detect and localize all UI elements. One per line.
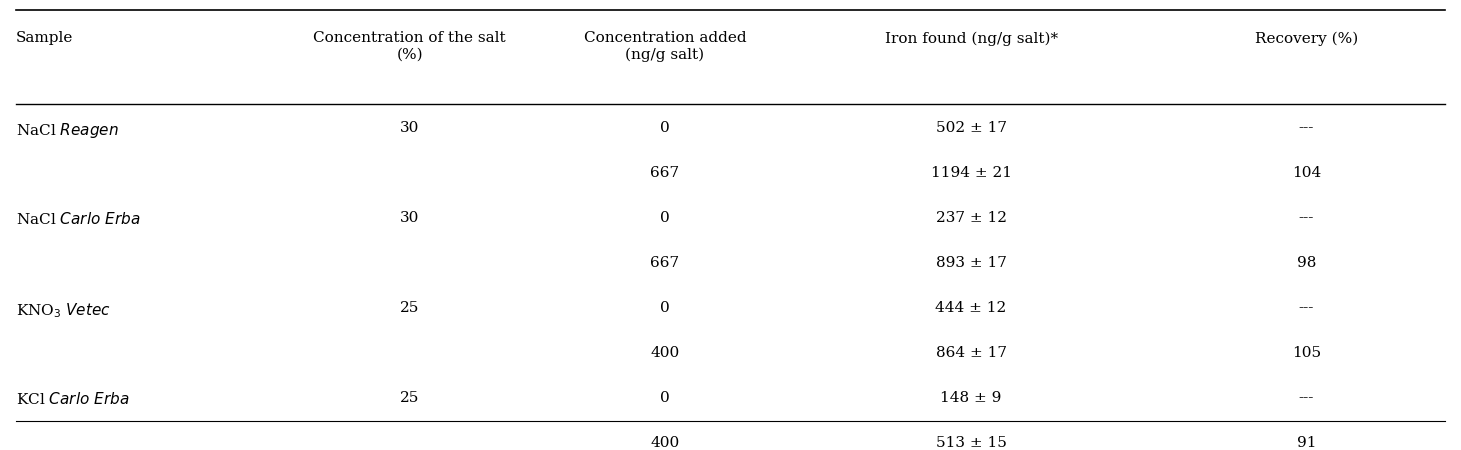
Text: 30: 30 xyxy=(400,211,419,225)
Text: 0: 0 xyxy=(660,211,669,225)
Text: Recovery (%): Recovery (%) xyxy=(1255,32,1359,46)
Text: 502 ± 17: 502 ± 17 xyxy=(935,121,1007,135)
Text: KCl $\mathit{Carlo\ Erba}$: KCl $\mathit{Carlo\ Erba}$ xyxy=(16,391,130,407)
Text: ---: --- xyxy=(1299,121,1315,135)
Text: Concentration of the salt
(%): Concentration of the salt (%) xyxy=(313,32,506,62)
Text: Sample: Sample xyxy=(16,32,73,45)
Text: 104: 104 xyxy=(1292,166,1321,180)
Text: 91: 91 xyxy=(1297,436,1316,450)
Text: 667: 667 xyxy=(650,166,679,180)
Text: 400: 400 xyxy=(650,436,679,450)
Text: 864 ± 17: 864 ± 17 xyxy=(935,346,1007,360)
Text: 0: 0 xyxy=(660,391,669,405)
Text: Iron found (ng/g salt)*: Iron found (ng/g salt)* xyxy=(884,32,1058,46)
Text: 893 ± 17: 893 ± 17 xyxy=(935,256,1007,270)
Text: 237 ± 12: 237 ± 12 xyxy=(935,211,1007,225)
Text: 148 ± 9: 148 ± 9 xyxy=(941,391,1002,405)
Text: 444 ± 12: 444 ± 12 xyxy=(935,301,1007,315)
Text: 98: 98 xyxy=(1297,256,1316,270)
Text: Concentration added
(ng/g salt): Concentration added (ng/g salt) xyxy=(583,32,747,62)
Text: 0: 0 xyxy=(660,301,669,315)
Text: ---: --- xyxy=(1299,391,1315,405)
Text: NaCl $\mathit{Carlo\ Erba}$: NaCl $\mathit{Carlo\ Erba}$ xyxy=(16,211,140,227)
Text: 0: 0 xyxy=(660,121,669,135)
Text: KNO$_3$ $\mathit{Vetec}$: KNO$_3$ $\mathit{Vetec}$ xyxy=(16,301,111,320)
Text: ---: --- xyxy=(1299,211,1315,225)
Text: ---: --- xyxy=(1299,301,1315,315)
Text: 400: 400 xyxy=(650,346,679,360)
Text: 667: 667 xyxy=(650,256,679,270)
Text: 25: 25 xyxy=(400,301,419,315)
Text: NaCl $\mathit{Reagen}$: NaCl $\mathit{Reagen}$ xyxy=(16,121,118,140)
Text: 1194 ± 21: 1194 ± 21 xyxy=(931,166,1011,180)
Text: 30: 30 xyxy=(400,121,419,135)
Text: 105: 105 xyxy=(1292,346,1321,360)
Text: 25: 25 xyxy=(400,391,419,405)
Text: 513 ± 15: 513 ± 15 xyxy=(935,436,1007,450)
